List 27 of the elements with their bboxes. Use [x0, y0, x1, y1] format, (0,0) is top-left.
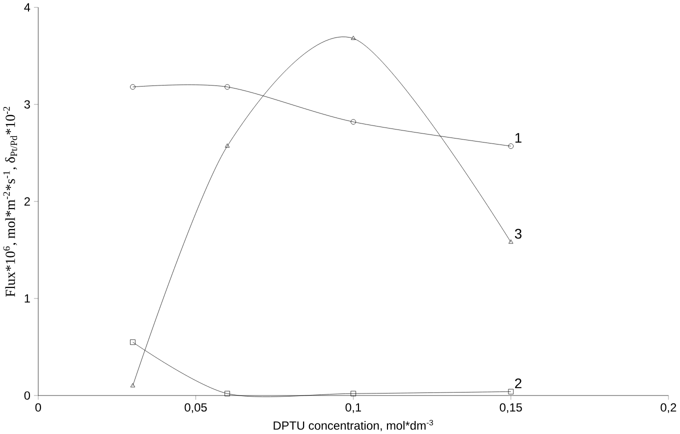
series-label: 3: [514, 228, 522, 238]
series-label: 1: [515, 132, 522, 142]
x-tick-label: 0,2: [660, 403, 676, 413]
point: [224, 390, 230, 396]
point: [130, 339, 136, 345]
point: [508, 143, 514, 149]
point: [350, 118, 356, 124]
point: [224, 143, 230, 148]
point: [130, 84, 136, 90]
y-tick-label: 0: [24, 391, 30, 400]
point: [130, 382, 136, 388]
x-tick-label: 0,1: [346, 403, 361, 413]
y-tick-label: 1: [24, 294, 30, 302]
point: [224, 84, 230, 90]
x-tick-label: 0: [35, 403, 42, 412]
y-tick-label: 4: [24, 3, 30, 12]
x-tick-label: 0,05: [184, 403, 207, 413]
x-tick-label: 0,15: [500, 403, 522, 413]
point: [508, 239, 514, 244]
point: [508, 388, 514, 394]
y-tick-label: 2: [24, 197, 30, 206]
point: [350, 390, 356, 396]
point: [350, 36, 356, 40]
text: Flux*10$^{6}$, mol*m$^{-2}$*s$^{-1}$, δ$_{Pt/Pd}$*10$^{-2}$: [3, 106, 18, 296]
series-label: 2: [515, 378, 522, 388]
y-tick-label: 3: [24, 100, 30, 108]
x-axis-title: DPTU concentration, mol*dm$^{-3}$: [274, 420, 434, 431]
